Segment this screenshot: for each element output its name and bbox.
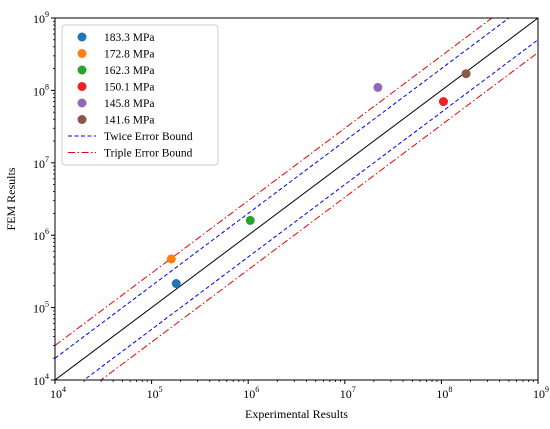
legend-label-5: 141.6 MPa (104, 115, 154, 127)
reference-line-2-lower (100, 52, 538, 380)
legend-label-4: 145.8 MPa (104, 98, 154, 110)
legend-label-1: 172.8 MPa (104, 49, 154, 61)
reference-line-1-lower (83, 39, 538, 380)
plot-frame (54, 17, 539, 381)
x-tick-label-4: 108 (436, 385, 452, 401)
y-axis-label: FEM Results (4, 167, 18, 230)
reference-line-2-upper (55, 18, 493, 346)
legend: 183.3 MPa 172.8 MPa 162.3 MPa 150.1 MPa 145.… (61, 24, 219, 166)
x-tick-label-0: 104 (50, 385, 66, 401)
x-tick-label-3: 107 (340, 385, 356, 401)
legend-marker-2 (77, 65, 87, 75)
y-tick-label-3: 107 (33, 155, 49, 171)
x-tick-label-5: 109 (533, 385, 549, 401)
legend-label-0: 183.3 MPa (104, 32, 154, 44)
legend-marker-1 (77, 49, 87, 58)
legend-box (61, 24, 219, 166)
legend-label-6: Twice Error Bound (104, 131, 193, 143)
data-point-4 (373, 82, 383, 92)
reference-line-0-upper (55, 18, 538, 380)
legend-label-3: 150.1 MPa (104, 82, 154, 94)
legend-label-2: 162.3 MPa (104, 65, 154, 77)
data-point-2 (245, 215, 255, 225)
x-tick-label-2: 106 (243, 385, 259, 401)
legend-label-7: Triple Error Bound (104, 148, 193, 160)
data-points (166, 69, 471, 289)
legend-marker-4 (77, 98, 87, 108)
x-axis-label: Experimental Results (245, 407, 348, 421)
legend-marker-3 (77, 82, 87, 91)
y-tick-label-5: 109 (33, 10, 49, 26)
data-point-3 (438, 97, 448, 107)
data-point-1 (166, 254, 176, 264)
y-tick-label-0: 104 (33, 372, 49, 388)
legend-marker-5 (77, 115, 87, 124)
legend-marker-0 (77, 32, 87, 42)
reference-lines (55, 18, 538, 380)
y-tick-label-4: 108 (33, 82, 49, 98)
axis-ticks: 104 105 106 107 108 109 104 105 106 107 108 109 (33, 10, 549, 401)
data-point-5 (461, 69, 471, 79)
y-tick-label-2: 106 (33, 227, 49, 243)
data-point-0 (171, 279, 181, 289)
reference-line-1-upper (55, 18, 510, 359)
y-tick-label-1: 105 (33, 300, 49, 316)
x-tick-label-1: 105 (147, 385, 163, 401)
